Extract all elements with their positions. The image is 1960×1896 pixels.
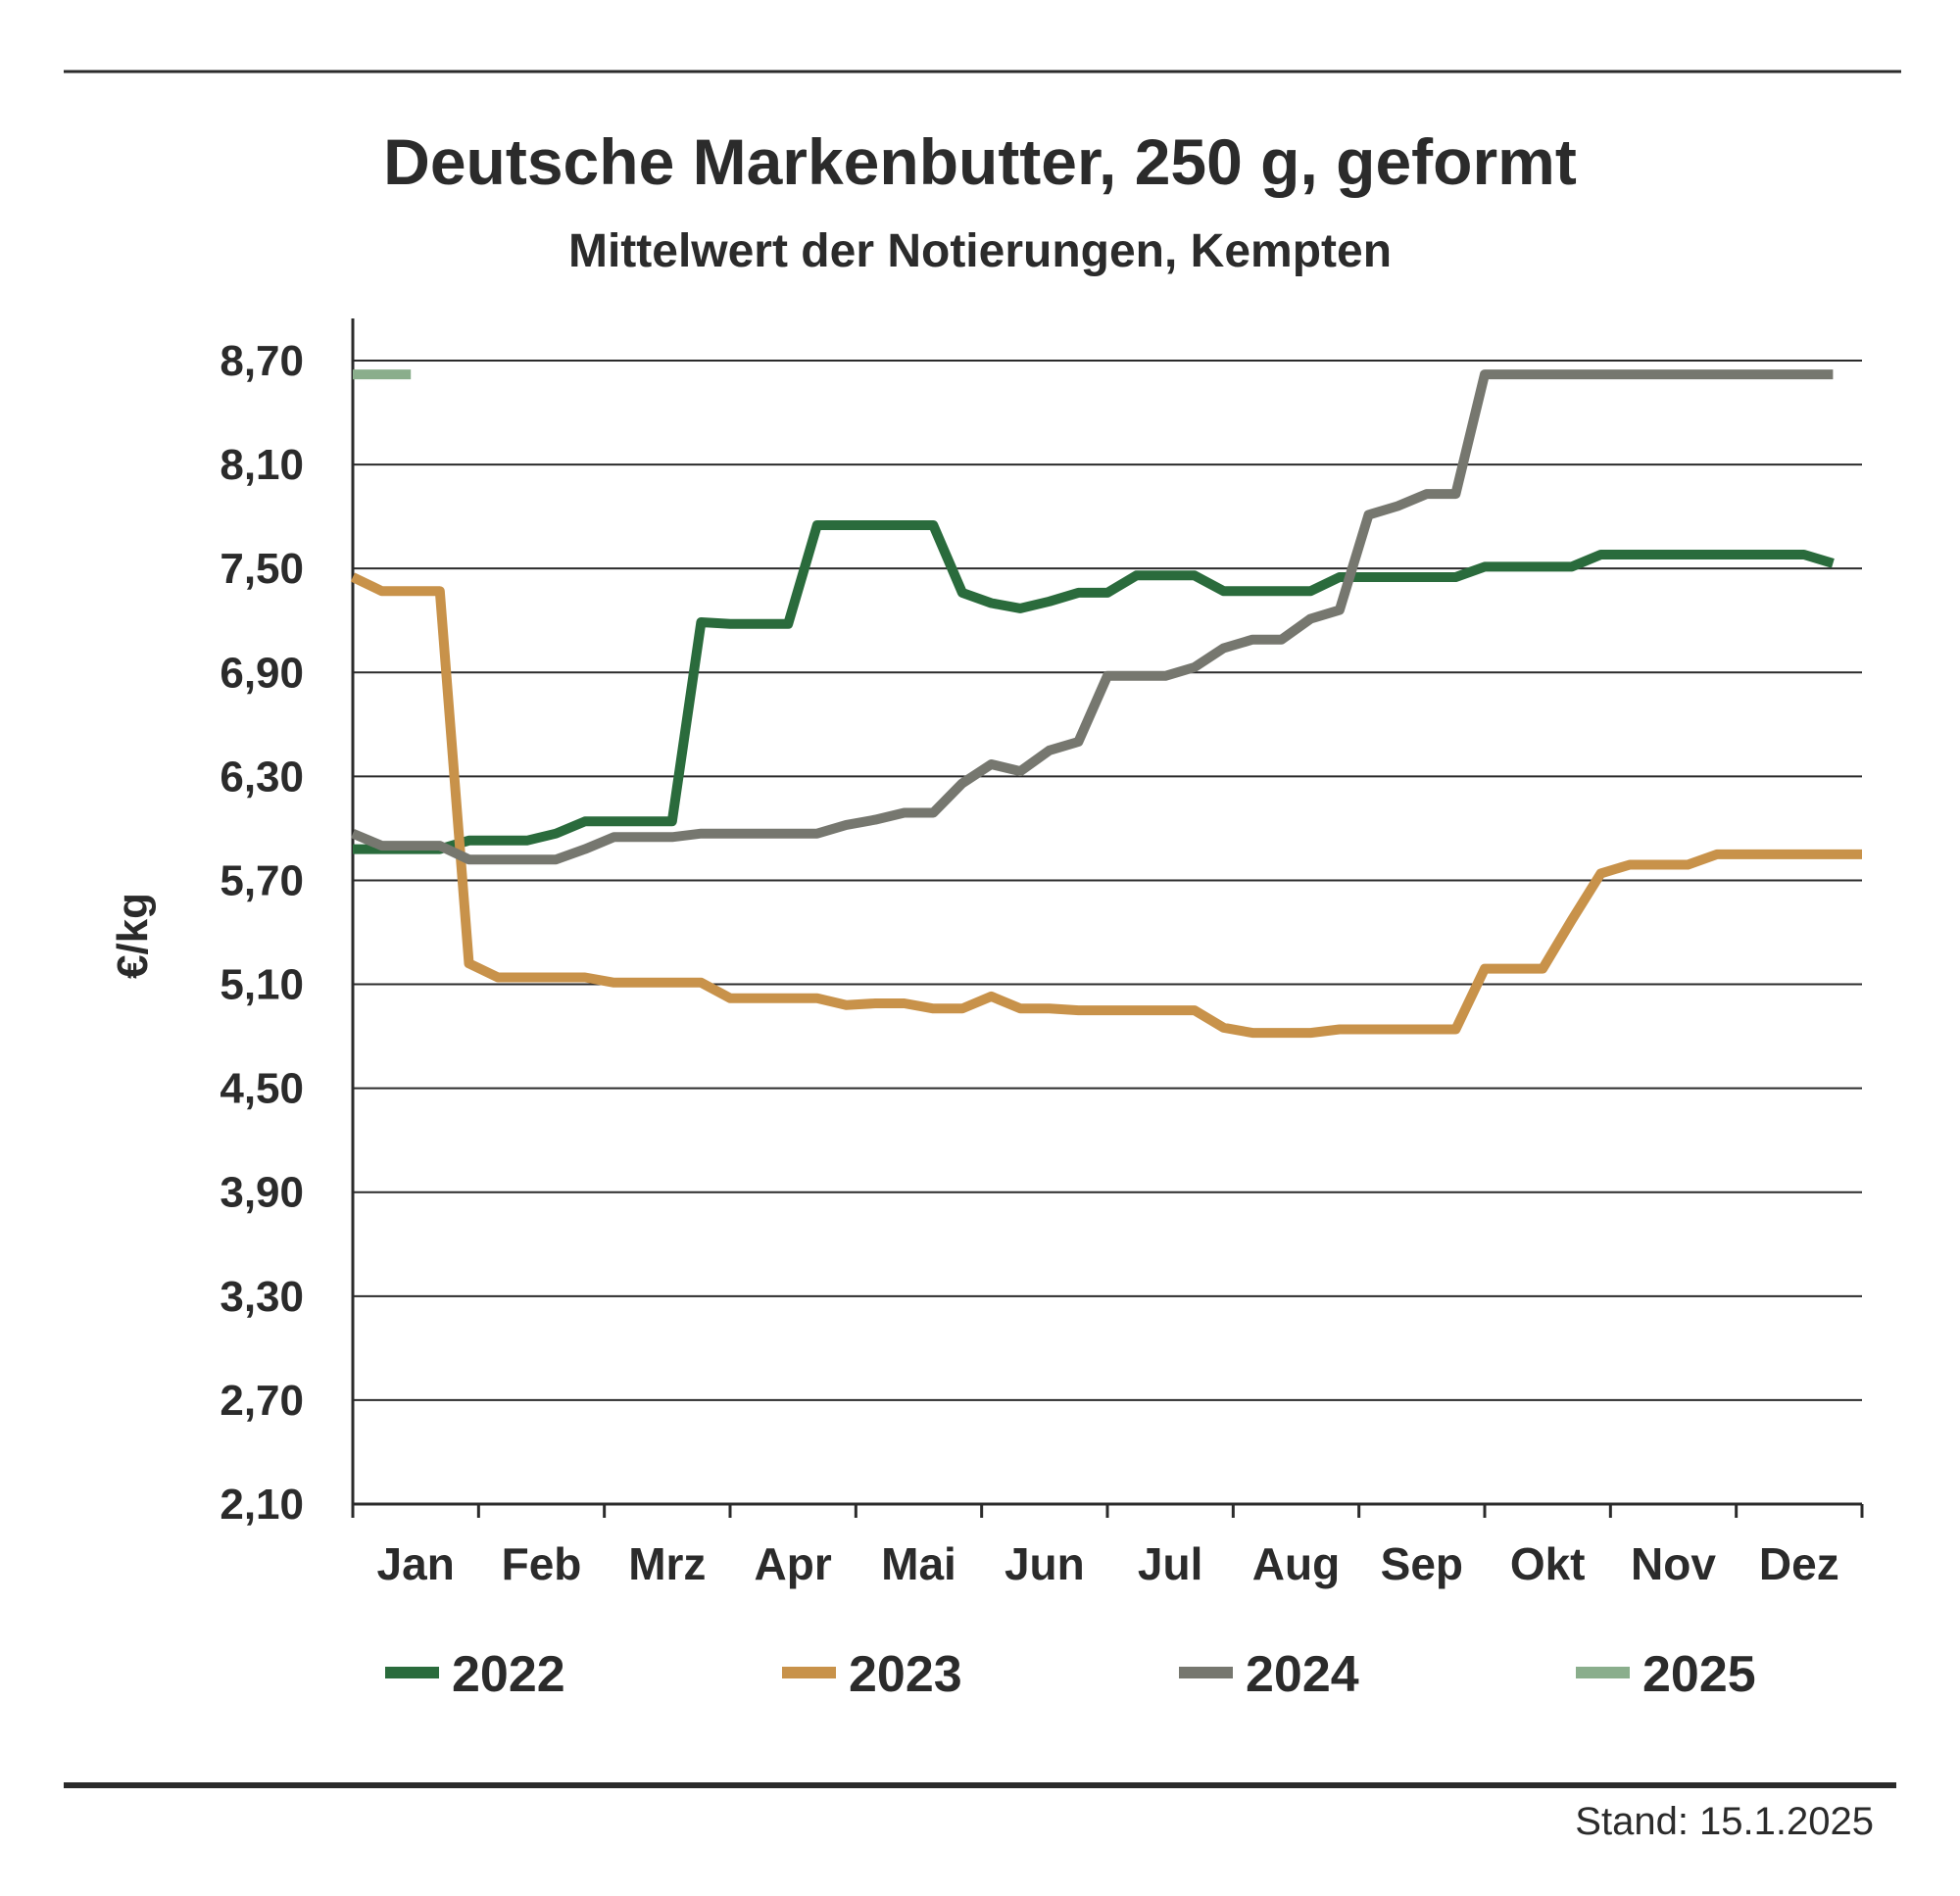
legend-label-2022: 2022 — [452, 1646, 565, 1703]
legend-label-2023: 2023 — [849, 1646, 962, 1703]
gridlines — [353, 360, 1862, 1505]
y-tick-label: 4,50 — [220, 1065, 304, 1113]
x-tick-label: Okt — [1510, 1538, 1586, 1589]
series-line-2023 — [350, 572, 1862, 1039]
x-tick-label: Mai — [881, 1538, 956, 1589]
y-tick-label: 3,30 — [220, 1273, 304, 1321]
footnote: Stand: 15.1.2025 — [1575, 1800, 1874, 1843]
x-tick-label: Dez — [1759, 1538, 1839, 1589]
y-tick-label: 7,50 — [220, 545, 304, 593]
x-tick-label: Jan — [377, 1538, 455, 1589]
y-axis-ticks: 8,70 8,10 7,50 6,90 6,30 5,70 5,10 4,50 3,90 3,30… — [220, 337, 304, 1529]
x-tick-label: Feb — [502, 1538, 582, 1589]
x-tick-label: Apr — [755, 1538, 832, 1589]
x-tick-label: Sep — [1381, 1538, 1463, 1589]
y-tick-label: 5,70 — [220, 856, 304, 904]
y-tick-label: 8,10 — [220, 441, 304, 489]
x-tick-label: Mrz — [628, 1538, 706, 1589]
x-axis: Jan Feb Mrz Apr Mai Jun Jul Aug Sep Okt Nov Dez — [351, 318, 1864, 1589]
y-tick-label: 8,70 — [220, 337, 304, 385]
y-tick-label: 5,10 — [220, 961, 304, 1009]
legend-label-2025: 2025 — [1642, 1646, 1756, 1703]
y-tick-label: 6,90 — [220, 649, 304, 697]
legend: 2022 2023 2024 2025 — [385, 1646, 1756, 1703]
x-tick-label: Jun — [1004, 1538, 1085, 1589]
y-tick-label: 3,90 — [220, 1169, 304, 1217]
x-tick-label: Aug — [1252, 1538, 1340, 1589]
series-lines — [350, 369, 1862, 1039]
chart-title: Deutsche Markenbutter, 250 g, geformt — [383, 125, 1577, 198]
legend-label-2024: 2024 — [1246, 1646, 1359, 1703]
y-tick-label: 6,30 — [220, 753, 304, 801]
y-tick-label: 2,70 — [220, 1377, 304, 1425]
series-line-2022 — [353, 520, 1835, 854]
y-tick-label: 2,10 — [220, 1481, 304, 1529]
x-tick-label: Nov — [1631, 1538, 1716, 1589]
x-tick-label: Jul — [1138, 1538, 1202, 1589]
y-axis-label: €/kg — [109, 893, 157, 979]
chart-subtitle: Mittelwert der Notierungen, Kempten — [568, 225, 1392, 277]
series-line-2024 — [351, 369, 1834, 865]
